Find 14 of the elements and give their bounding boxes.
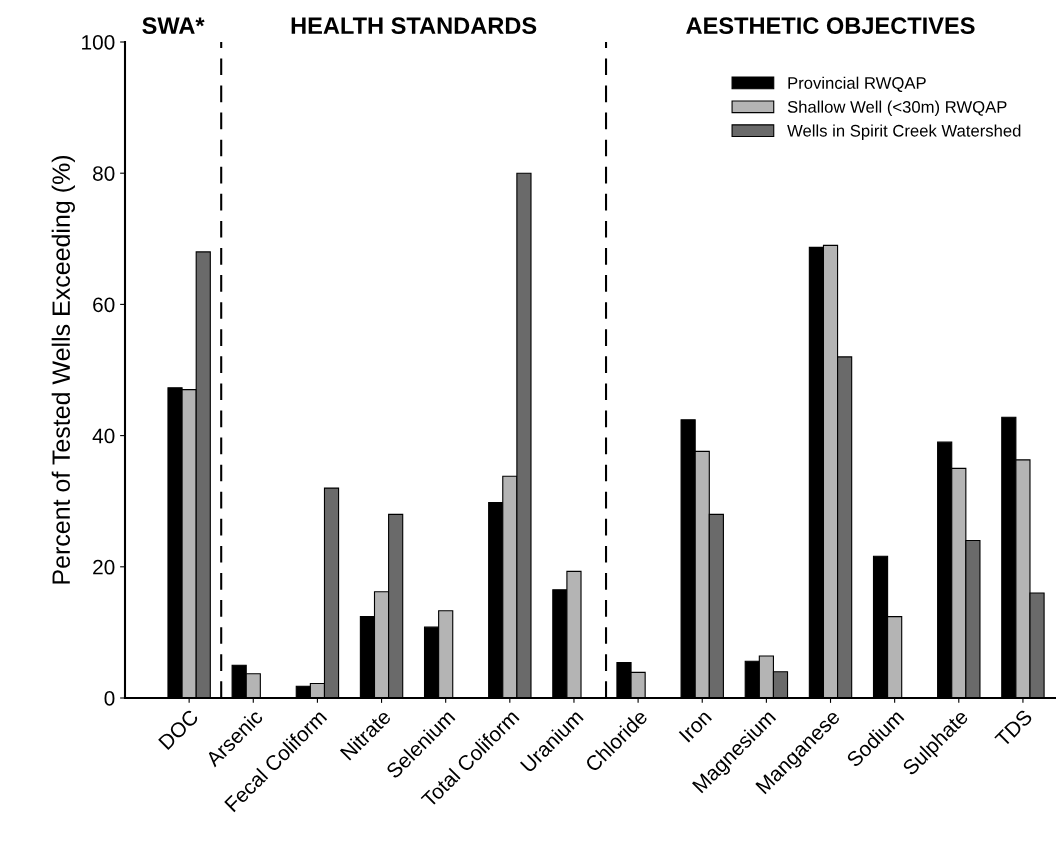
y-tick-label: 60 <box>93 297 115 313</box>
y-tick-label: 20 <box>93 559 115 575</box>
y-tick-label: 80 <box>93 166 115 181</box>
y-tick-label: 0 <box>104 691 115 706</box>
x-tick-label: TDS <box>994 708 1034 748</box>
legend-label: Provincial RWQAP <box>788 76 926 92</box>
text: SWA* <box>142 17 205 35</box>
y-tick-label: 40 <box>92 428 115 444</box>
text: AESTHETIC OBJECTIVES <box>686 17 975 35</box>
y-axis-title: Percent of Tested Wells Exceeding (%) <box>51 155 75 584</box>
legend-label: Shallow Well (<30m) RWQAP <box>787 100 1007 117</box>
text: HEALTH STANDARDS <box>291 17 537 35</box>
legend-label: Wells in Spirit Creek Watershed <box>787 124 1021 140</box>
y-tick-label: 100 <box>82 35 115 50</box>
